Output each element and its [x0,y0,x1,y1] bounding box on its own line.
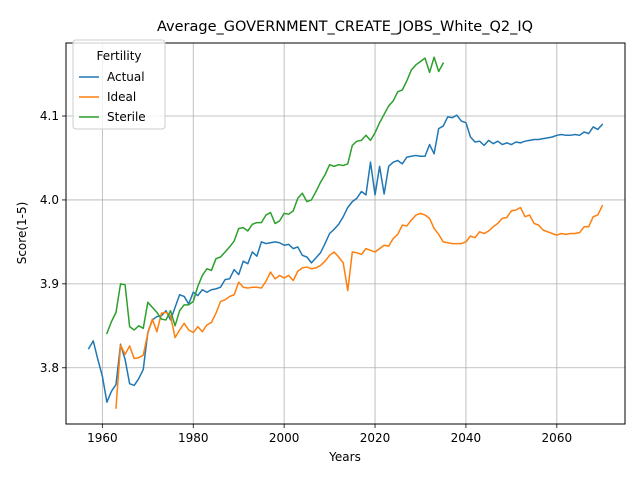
series-line-actual [87,114,604,403]
y-axis: 3.8 3.9 4.0 4.1 [40,109,66,375]
y-tick-label: 3.9 [40,277,59,291]
y-tick-label: 3.8 [40,361,59,375]
y-tick-label: 4.0 [40,193,59,207]
plot-frame [65,42,626,425]
x-axis-label: Years [328,450,361,464]
legend-title: Fertility [96,49,141,63]
legend-box [72,39,166,130]
x-tick-label: 1980 [178,431,209,445]
legend-entries: Actual Ideal Sterile [79,70,146,124]
legend-label-sterile: Sterile [107,110,146,124]
x-axis: 1960 1980 2000 2020 2040 2060 [87,424,572,445]
chart-title: Average_GOVERNMENT_CREATE_JOBS_White_Q2_… [157,19,533,35]
y-tick-label: 4.1 [40,109,59,123]
series-layer [87,56,604,409]
legend-label-ideal: Ideal [107,90,136,104]
x-tick-label: 2000 [269,431,300,445]
legend: Fertility Actual Ideal Sterile [72,39,166,130]
y-axis-label: Score(1-5) [15,202,29,265]
x-tick-label: 2060 [542,431,573,445]
x-tick-label: 2040 [451,431,482,445]
x-tick-label: 2020 [360,431,391,445]
series-line-sterile [105,56,445,335]
grid-lines [66,43,625,424]
series-line-ideal [115,204,604,409]
x-tick-label: 1960 [87,431,118,445]
legend-label-actual: Actual [107,70,145,84]
